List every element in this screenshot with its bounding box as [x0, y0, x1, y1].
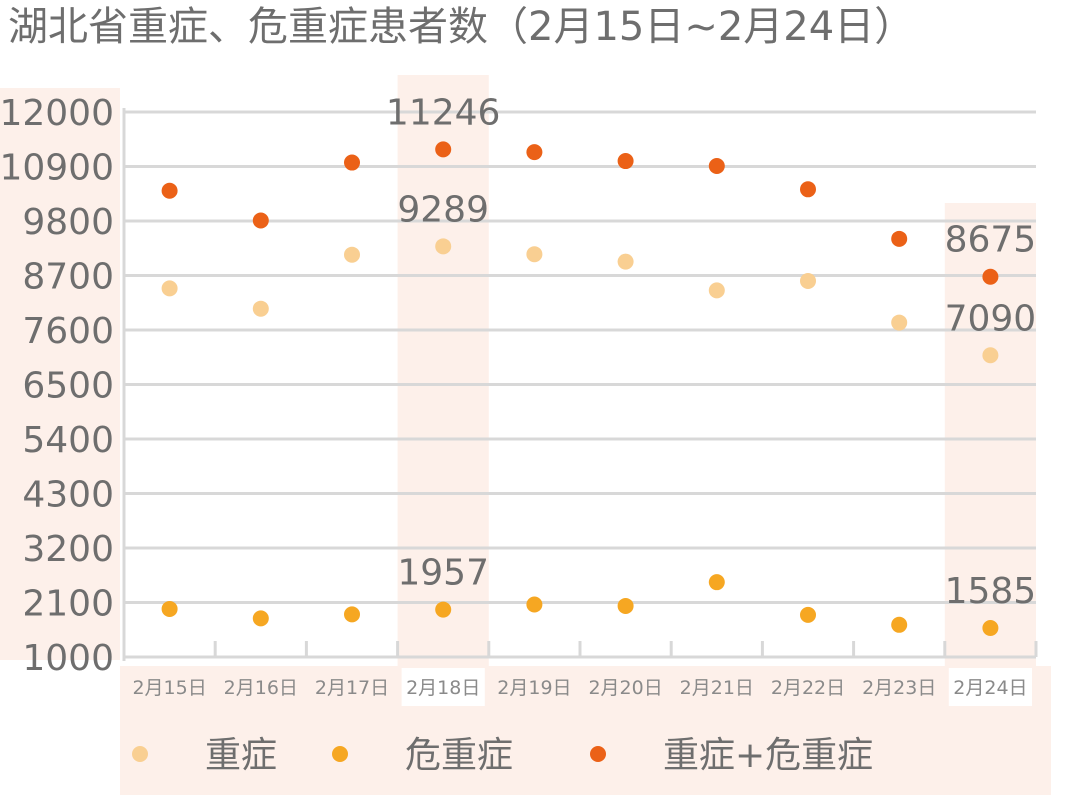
data-point-series-3: [800, 181, 816, 198]
x-tick-label: 2月18日: [406, 677, 480, 699]
data-point-series-3: [891, 230, 908, 247]
bottom-panel: [120, 666, 1051, 795]
data-point-series-2: [344, 606, 360, 623]
x-tick-label: 2月16日: [224, 677, 298, 699]
data-point-series-2: [161, 600, 178, 617]
y-tick-label: 1000: [22, 638, 114, 679]
data-point-series-3: [252, 212, 269, 229]
legend-label-series-3: 重症+危重症: [663, 735, 873, 776]
x-tick-label: 2月24日: [953, 677, 1027, 699]
highlight-label-box-4: [401, 668, 485, 706]
data-point-series-2: [435, 601, 452, 618]
data-label: 1957: [397, 553, 489, 594]
legend-marker-series-3: [590, 746, 606, 762]
data-point-series-2: [526, 596, 543, 613]
data-point-series-1: [526, 246, 543, 263]
x-tick-label: 2月20日: [588, 677, 662, 699]
data-point-series-3: [161, 182, 178, 199]
data-point-series-1: [617, 253, 634, 270]
legend-marker-series-1: [132, 746, 148, 762]
data-point-series-3: [982, 268, 999, 285]
y-tick-label: 12000: [0, 93, 114, 134]
data-label: 7090: [945, 298, 1037, 339]
data-label: 9289: [397, 189, 489, 230]
y-tick-label: 10900: [0, 148, 114, 189]
x-tick-label: 2月19日: [497, 677, 571, 699]
y-tick-label: 2100: [22, 584, 114, 625]
data-point-series-1: [708, 282, 725, 299]
highlight-label-box-10: [948, 668, 1032, 706]
y-tick-label: 6500: [22, 366, 114, 407]
data-label: 8675: [945, 220, 1037, 261]
data-point-series-3: [617, 153, 634, 170]
y-tick-label: 3200: [22, 529, 114, 570]
data-point-series-3: [526, 144, 543, 161]
data-point-series-1: [982, 347, 999, 364]
data-point-series-3: [708, 158, 725, 175]
data-point-series-3: [435, 141, 452, 158]
data-point-series-1: [891, 314, 908, 331]
x-tick-label: 2月21日: [680, 677, 754, 699]
data-point-series-1: [344, 246, 360, 263]
x-tick-label: 2月15日: [132, 677, 206, 699]
y-tick-label: 8700: [22, 257, 114, 298]
data-label: 1585: [945, 571, 1037, 612]
data-point-series-2: [708, 574, 725, 591]
data-point-series-1: [800, 272, 816, 289]
data-point-series-2: [982, 620, 999, 637]
data-point-series-2: [891, 616, 908, 633]
y-axis-panel: [0, 88, 120, 660]
data-point-series-3: [344, 154, 360, 171]
legend-marker-series-2: [332, 746, 348, 762]
y-tick-label: 7600: [22, 311, 114, 352]
x-tick-label: 2月23日: [862, 677, 936, 699]
data-point-series-1: [161, 280, 178, 297]
y-tick-label: 5400: [22, 420, 114, 461]
y-tick-label: 4300: [22, 475, 114, 516]
x-tick-label: 2月17日: [315, 677, 389, 699]
data-point-series-1: [435, 238, 452, 255]
legend-label-series-1: 重症: [205, 735, 277, 776]
y-tick-label: 9800: [22, 202, 114, 243]
data-point-series-1: [252, 300, 269, 317]
legend-label-series-2: 危重症: [405, 735, 513, 776]
data-point-series-2: [800, 606, 816, 623]
data-point-series-2: [252, 610, 269, 627]
x-tick-label: 2月22日: [771, 677, 845, 699]
data-point-series-2: [617, 597, 634, 614]
chart-title: 湖北省重症、危重症患者数（2月15日~2月24日）: [8, 4, 914, 50]
data-label: 11246: [386, 92, 501, 133]
